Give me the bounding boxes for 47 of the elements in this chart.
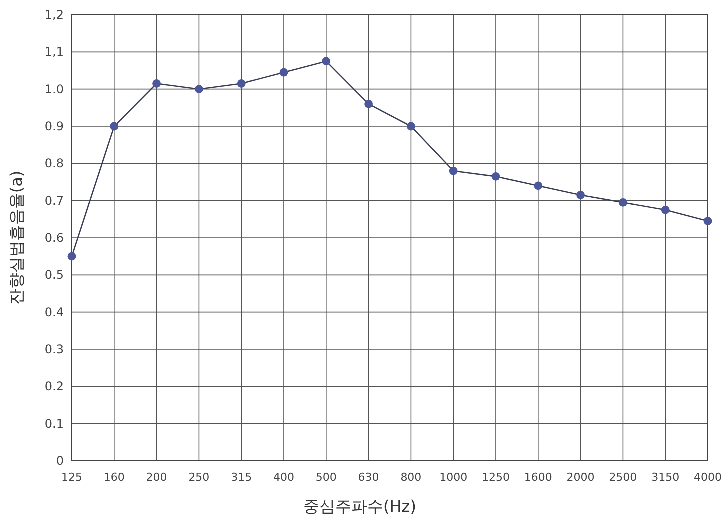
x-tick-label: 3150 bbox=[652, 471, 680, 484]
point bbox=[492, 172, 500, 181]
y-tick-label: 0.5 bbox=[44, 268, 64, 282]
y-tick-label: 0.8 bbox=[44, 156, 64, 171]
point bbox=[449, 166, 458, 176]
x-tick-label: 500 bbox=[316, 471, 337, 484]
x-tick-label: 1250 bbox=[482, 471, 510, 484]
x-tick-label: 160 bbox=[104, 471, 125, 484]
y-tick-label: 1,2 bbox=[44, 8, 64, 22]
y-tick-label: 1.0 bbox=[44, 82, 64, 96]
x-tick-label: 4000 bbox=[694, 471, 722, 484]
x-tick-label: 800 bbox=[400, 471, 422, 484]
y-tick-label: 0.9 bbox=[44, 120, 64, 134]
x-tick-label: 125 bbox=[62, 471, 82, 484]
y-tick-label: 0.1 bbox=[44, 416, 64, 431]
y-tick-label: 1,1 bbox=[44, 45, 64, 60]
x-tick-label: 630 bbox=[358, 471, 380, 484]
x-tick-label: 2000 bbox=[566, 471, 595, 484]
x-tick-label: 1600 bbox=[524, 471, 552, 484]
x-tick-label: 1000 bbox=[440, 471, 468, 484]
point bbox=[619, 198, 628, 207]
point bbox=[195, 85, 204, 94]
y-tick-label: 0.4 bbox=[44, 305, 64, 320]
point bbox=[237, 80, 246, 88]
y-tick-label: 0.3 bbox=[44, 342, 64, 356]
x-tick-label: 315 bbox=[231, 471, 252, 484]
point bbox=[322, 57, 331, 66]
y-tick-label: 0.2 bbox=[44, 380, 64, 394]
point bbox=[280, 68, 288, 77]
point bbox=[152, 80, 161, 88]
x-axis-title: 중심주파수(Hz) bbox=[304, 497, 416, 516]
point bbox=[110, 122, 119, 131]
point bbox=[534, 182, 543, 190]
point bbox=[364, 100, 373, 108]
x-tick-label: 250 bbox=[188, 471, 210, 484]
point bbox=[576, 191, 585, 200]
x-tick-label: 200 bbox=[146, 471, 168, 484]
point bbox=[661, 206, 670, 214]
y-tick-label: 0.6 bbox=[44, 231, 64, 245]
x-tick-label: 2500 bbox=[609, 471, 638, 484]
point bbox=[407, 122, 416, 131]
y-tick-label: 0 bbox=[56, 454, 64, 468]
y-tick-label: 0.7 bbox=[44, 194, 64, 208]
point bbox=[68, 252, 76, 261]
point bbox=[704, 217, 712, 226]
x-tick-label: 400 bbox=[274, 471, 294, 484]
y-axis-title: 잔향실법흡음율(a) bbox=[7, 170, 26, 306]
